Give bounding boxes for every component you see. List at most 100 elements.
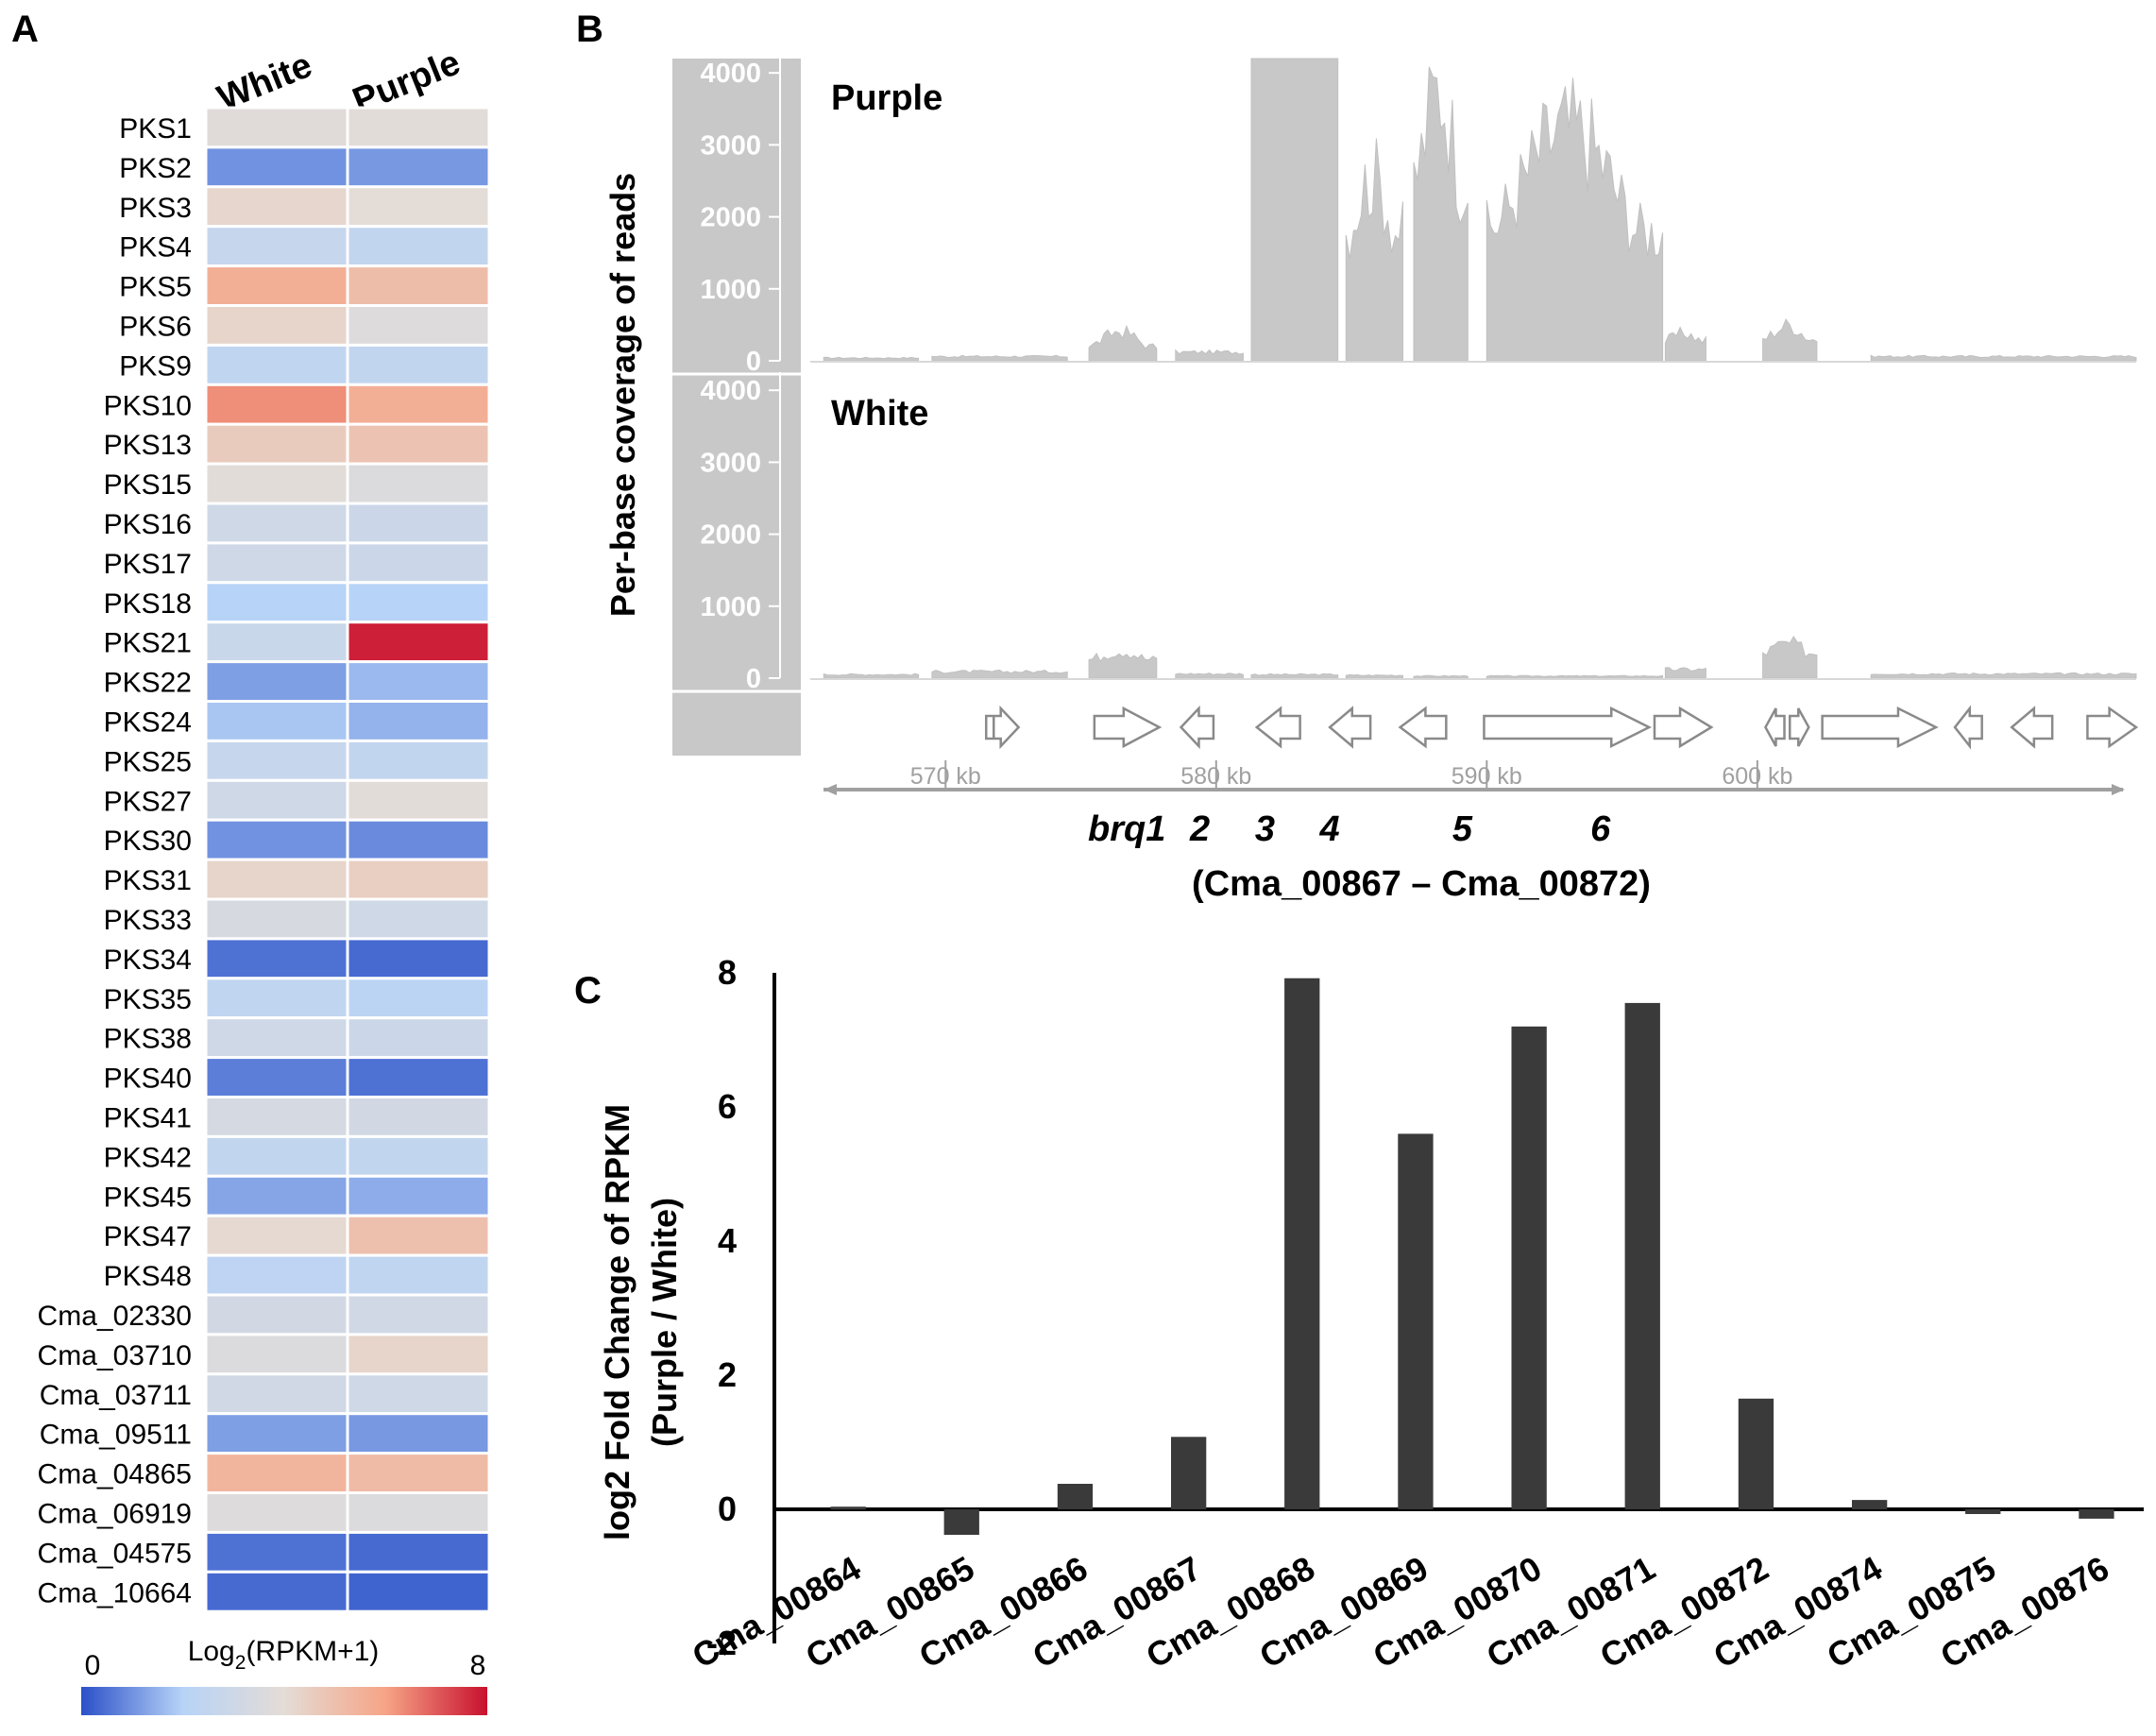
heatmap-row-labels: PKS1 PKS2 PKS3 PKS4 PKS5 PKS6 PKS9 PKS10 PKS13 PK…	[38, 113, 192, 1608]
heatmap-cell	[346, 1293, 491, 1336]
heatmap-row-label: PKS38	[104, 1024, 192, 1055]
heatmap-row-label: Cma_03711	[40, 1380, 192, 1411]
heatmap-cell	[346, 422, 491, 466]
coverage-segment	[931, 669, 1068, 679]
coverage-panel: B Per-base coverage of reads 4000 3000 200…	[576, 9, 2139, 904]
coverage-segment	[1250, 58, 1339, 362]
heatmap-row-label: PKS31	[104, 865, 192, 896]
coverage-tick-label: 0	[746, 347, 761, 377]
colorbar-gradient	[81, 1687, 487, 1715]
track-label-white: White	[831, 394, 928, 434]
coverage-segment	[1345, 138, 1403, 362]
heatmap-cell	[346, 1491, 491, 1534]
heatmap-cell	[204, 185, 349, 229]
coverage-tick-label: 4000	[700, 376, 761, 406]
heatmap-row-label: PKS30	[104, 825, 192, 857]
heatmap-cell	[346, 541, 491, 585]
coverage-segment	[1870, 672, 2137, 679]
coverage-segment	[1870, 354, 2137, 362]
coverage-segment	[823, 672, 920, 679]
gene-arrow	[1764, 707, 1786, 747]
heatmap-row-label: PKS24	[104, 707, 192, 739]
heatmap-cell	[346, 778, 491, 822]
heatmap-row-label: PKS21	[104, 628, 192, 659]
heatmap-cell	[204, 1412, 349, 1455]
heatmap-row-label: PKS13	[104, 430, 192, 461]
heatmap-cell	[204, 1333, 349, 1376]
gene-arrow	[1953, 705, 1983, 750]
panel-label-b: B	[576, 9, 603, 50]
colorbar-title-rest: (RPKM+1)	[246, 1636, 379, 1667]
heatmap-cell	[346, 185, 491, 229]
heatmap-cell	[346, 621, 491, 664]
gene-arrow	[984, 705, 1021, 750]
gene-arrow	[1653, 706, 1714, 749]
coverage-tick-label: 4000	[700, 59, 761, 89]
heatmap-row-label: PKS27	[104, 786, 192, 817]
coverage-tick-label: 2000	[700, 203, 761, 233]
heatmap-cell	[204, 778, 349, 822]
gene-arrow	[1179, 705, 1215, 750]
heatmap-cell	[204, 1096, 349, 1138]
heatmap-cell	[346, 145, 491, 189]
gene-number-label: 3	[1255, 809, 1275, 849]
heatmap-row-label: PKS1	[119, 113, 192, 145]
heatmap-cell	[346, 1056, 491, 1098]
bar	[1284, 978, 1320, 1509]
position-tick-label: 600 kb	[1722, 763, 1792, 790]
heatmap-row-label: Cma_06919	[38, 1499, 192, 1530]
position-axis: 570 kb 580 kb 590 kb 600 kb	[823, 760, 2125, 795]
heatmap-cell	[204, 106, 349, 149]
gene-arrow	[1483, 706, 1653, 749]
coverage-track-white: White	[810, 394, 2137, 680]
heatmap-row-label: PKS47	[104, 1221, 192, 1252]
heatmap-cell	[204, 1056, 349, 1098]
gene-number-label: brq1	[1088, 809, 1165, 849]
heatmap-cell	[204, 225, 349, 268]
track-label-purple: Purple	[831, 78, 942, 118]
gene-arrow	[2086, 706, 2139, 749]
panel-label-a: A	[11, 9, 39, 50]
gene-arrow	[2010, 706, 2054, 749]
heatmap-cell	[204, 818, 349, 861]
gene-number-label: 4	[1319, 809, 1340, 849]
heatmap-cell	[204, 977, 349, 1020]
heatmap-row-label: PKS10	[104, 390, 192, 421]
heatmap-cell	[346, 304, 491, 347]
bar	[1852, 1500, 1888, 1509]
heatmap-cell	[204, 1570, 349, 1613]
heatmap-row-label: PKS45	[104, 1182, 192, 1213]
bar-y-axis-label-line1: log2 Fold Change of RPKM	[598, 1104, 637, 1540]
coverage-tick-label: 3000	[700, 130, 761, 161]
bar	[1171, 1437, 1207, 1509]
coverage-track-purple: Purple	[810, 58, 2137, 363]
heatmap-cell	[204, 1491, 349, 1534]
heatmap-cell	[204, 304, 349, 347]
heatmap-row-label: Cma_04865	[38, 1459, 192, 1490]
coverage-segment	[823, 356, 920, 362]
heatmap-row-label: PKS17	[104, 549, 192, 580]
bar-series	[830, 978, 2114, 1535]
colorbar-min-label: 0	[85, 1650, 101, 1681]
gene-number-labels: brq1 2 3 4 5 6	[1088, 809, 1611, 849]
heatmap-row-label: PKS34	[104, 945, 192, 976]
coverage-segment	[1762, 635, 1818, 679]
coverage-segment	[1485, 674, 1664, 679]
heatmap-row-label: Cma_03710	[38, 1340, 192, 1371]
heatmap-panel: A White Purple PKS1PKS2PKS3PKS4PKS5PKS6PK…	[11, 9, 491, 1715]
heatmap-cell	[204, 541, 349, 585]
heatmap-row-label: Cma_09511	[40, 1420, 192, 1451]
coverage-segment	[931, 354, 1068, 362]
heatmap-cell	[346, 1372, 491, 1416]
bar	[1624, 1002, 1660, 1509]
coverage-y-axis-label: Per-base coverage of reads	[603, 173, 642, 617]
heatmap-cell	[204, 858, 349, 901]
heatmap-row-label: PKS9	[119, 350, 192, 382]
heatmap-cell	[204, 1016, 349, 1060]
heatmap-row-label: PKS16	[104, 509, 192, 540]
heatmap-cell	[204, 502, 349, 545]
coverage-segment	[1762, 317, 1818, 362]
heatmap-row-label: PKS18	[104, 588, 192, 620]
heatmap-row-label: PKS41	[104, 1103, 192, 1134]
position-tick-label: 570 kb	[910, 763, 981, 790]
